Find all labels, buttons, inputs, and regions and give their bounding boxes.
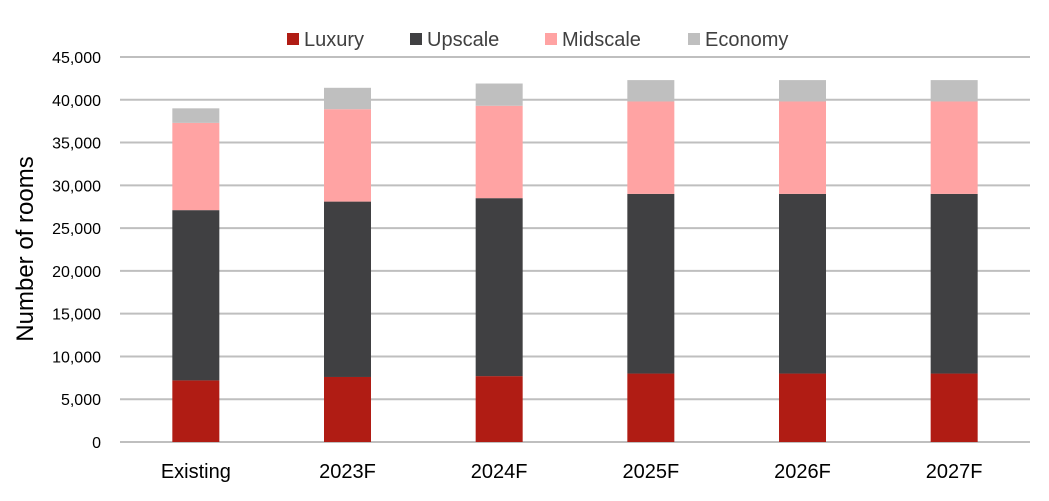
legend-swatch xyxy=(410,33,422,45)
y-tick-label: 0 xyxy=(92,435,101,452)
bar-segment-economy xyxy=(930,80,978,102)
x-category-label: 2026F xyxy=(774,461,831,483)
x-category-label: 2023F xyxy=(319,461,376,483)
legend-label: Midscale xyxy=(562,29,641,51)
y-tick-label: 40,000 xyxy=(52,93,101,110)
x-category-labels: Existing 2023F 2024F 2025F 2026F 2027F xyxy=(161,461,983,483)
bar-segment-midscale xyxy=(172,122,220,211)
bar-segment-luxury xyxy=(930,373,978,442)
legend-label: Luxury xyxy=(304,29,364,51)
bar-segment-luxury xyxy=(324,376,371,442)
legend-swatch xyxy=(545,33,557,45)
y-tick-label: 15,000 xyxy=(52,307,101,324)
y-tick-label: 35,000 xyxy=(52,136,101,153)
bar-segment-upscale xyxy=(172,210,220,381)
y-axis-title: Number of rooms xyxy=(12,156,39,341)
legend-swatch xyxy=(688,33,700,45)
bar-segment-economy xyxy=(627,80,675,102)
bar-segment-luxury xyxy=(172,380,220,442)
bar-segment-midscale xyxy=(779,101,826,194)
bar-segment-economy xyxy=(475,83,523,106)
y-tick-label: 5,000 xyxy=(61,392,101,409)
legend-item-economy: Economy xyxy=(688,29,788,51)
bar-segment-upscale xyxy=(627,193,675,374)
bar-segment-midscale xyxy=(627,101,675,194)
bar-segment-midscale xyxy=(930,101,978,194)
bar-segment-upscale xyxy=(779,193,826,374)
y-tick-labels: 0 5,000 10,000 15,000 20,000 25,000 30,000 35,0… xyxy=(52,50,101,452)
bar-segment-economy xyxy=(779,80,826,102)
y-tick-label: 10,000 xyxy=(52,349,101,366)
legend-label: Economy xyxy=(705,29,788,51)
legend-item-midscale: Midscale xyxy=(545,29,641,51)
bar-segment-upscale xyxy=(930,193,978,374)
bar-segment-economy xyxy=(172,108,220,123)
bar-segment-upscale xyxy=(475,198,523,377)
y-tick-label: 30,000 xyxy=(52,178,101,195)
bar-segment-upscale xyxy=(324,201,371,377)
y-tick-label: 25,000 xyxy=(52,221,101,238)
legend-item-luxury: Luxury xyxy=(287,29,364,51)
legend-swatch xyxy=(287,33,299,45)
x-category-label: 2027F xyxy=(926,461,983,483)
bar-segment-midscale xyxy=(475,105,523,199)
x-category-label: Existing xyxy=(161,461,231,483)
bar-segment-economy xyxy=(324,87,371,110)
bar-segment-luxury xyxy=(627,373,675,442)
legend-label: Upscale xyxy=(427,29,499,51)
y-tick-label: 20,000 xyxy=(52,264,101,281)
bar-segment-midscale xyxy=(324,109,371,202)
bar-segment-luxury xyxy=(475,376,523,442)
bars xyxy=(172,80,978,442)
legend: Luxury Upscale Midscale Economy xyxy=(287,29,788,51)
gridlines xyxy=(120,56,1030,443)
bar-segment-luxury xyxy=(779,373,826,442)
legend-item-upscale: Upscale xyxy=(410,29,499,51)
x-category-label: 2025F xyxy=(622,461,679,483)
x-category-label: 2024F xyxy=(471,461,528,483)
y-tick-label: 45,000 xyxy=(52,50,101,67)
